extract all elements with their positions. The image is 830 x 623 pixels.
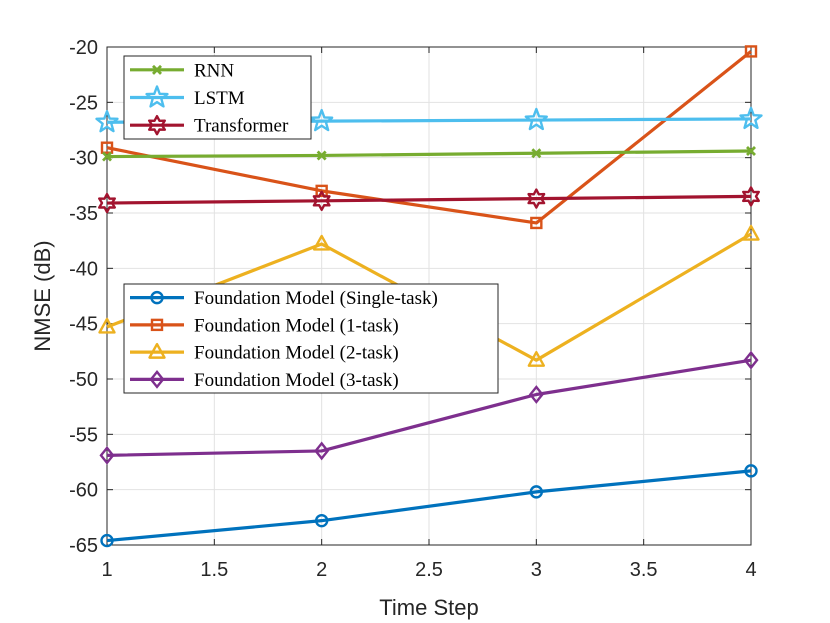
legend-marker xyxy=(150,318,164,332)
series-rnn xyxy=(102,146,756,162)
series-transformer xyxy=(98,186,760,214)
legend-marker xyxy=(145,85,169,108)
y-tick-label: -65 xyxy=(69,535,98,557)
data-point xyxy=(742,186,760,207)
legend-label: RNN xyxy=(194,60,234,81)
y-tick-label: -55 xyxy=(69,424,98,446)
legend-marker xyxy=(148,114,166,136)
legend-box xyxy=(123,283,499,394)
data-point xyxy=(102,151,112,162)
data-point xyxy=(744,45,758,58)
data-point xyxy=(316,150,327,161)
y-axis-label: NMSE (dB) xyxy=(30,240,55,351)
data-point xyxy=(529,485,544,499)
legend-label: Foundation Model (1-task) xyxy=(194,315,399,336)
legend-top-left: RNN LSTM Transformer xyxy=(123,55,312,140)
x-tick-label: 3.5 xyxy=(630,559,658,581)
data-point xyxy=(312,234,331,251)
x-axis-label: Time Step xyxy=(379,595,478,620)
y-tick-label: -50 xyxy=(69,369,98,391)
series-foundation-model-1-task xyxy=(100,45,758,230)
data-point xyxy=(314,441,330,461)
data-point xyxy=(310,108,334,132)
x-tick-label: 3 xyxy=(531,559,542,581)
legend-entry-foundation-model-single-task: Foundation Model (Single-task) xyxy=(130,288,438,309)
data-point xyxy=(744,464,758,478)
series-foundation-model-3-task xyxy=(99,350,759,465)
data-point xyxy=(739,106,763,130)
data-point xyxy=(527,188,546,209)
series-line xyxy=(106,149,752,159)
legend-entry-transformer: Transformer xyxy=(130,114,289,137)
y-tick-label: -35 xyxy=(69,203,98,225)
x-tick-label: 2 xyxy=(316,559,327,581)
data-point xyxy=(524,107,548,131)
x-tick-label: 2.5 xyxy=(415,559,443,581)
x-tick-label: 1 xyxy=(101,559,112,581)
data-point xyxy=(527,350,546,367)
data-series xyxy=(95,45,763,548)
data-point xyxy=(100,141,114,154)
y-tick-label: -40 xyxy=(69,258,98,280)
data-point xyxy=(743,350,759,370)
series-line xyxy=(106,469,752,543)
x-tick-label: 4 xyxy=(745,559,756,581)
legend-label: Transformer xyxy=(194,116,289,137)
series-line xyxy=(106,50,752,225)
y-tick-label: -60 xyxy=(69,480,98,502)
series-line xyxy=(106,194,752,205)
data-point xyxy=(742,224,760,241)
data-point xyxy=(100,533,114,548)
legend-label: Foundation Model (2-task) xyxy=(194,343,399,364)
legend-marker xyxy=(148,342,166,359)
legend-marker xyxy=(150,290,164,305)
data-point xyxy=(312,190,331,212)
data-point xyxy=(98,317,116,334)
data-point xyxy=(315,184,328,198)
y-tick-label: -20 xyxy=(69,37,98,59)
series-foundation-model-single-task xyxy=(100,464,758,548)
axis-ticks: 1 1.5 2 2.5 3 3.5 4 -65 -60 -55 -50 -45 -40 -35 -30 -25… xyxy=(69,37,756,581)
data-point xyxy=(528,385,544,404)
legend-label: Foundation Model (3-task) xyxy=(194,370,399,391)
y-tick-label: -25 xyxy=(69,92,98,114)
legend-marker xyxy=(149,369,165,389)
y-tick-label: -45 xyxy=(69,314,98,336)
data-point xyxy=(531,148,542,159)
y-tick-label: -30 xyxy=(69,148,98,170)
data-point xyxy=(99,445,115,465)
legend-entry-foundation-model-2-task: Foundation Model (2-task) xyxy=(130,343,399,364)
legend-entry-foundation-model-3-task: Foundation Model (3-task) xyxy=(130,370,399,391)
series-line xyxy=(106,358,752,457)
legend-entry-rnn: RNN xyxy=(130,60,234,81)
legend-label: Foundation Model (Single-task) xyxy=(194,288,438,309)
data-point xyxy=(98,192,116,214)
data-point xyxy=(530,216,543,230)
data-point xyxy=(314,513,329,528)
legends: RNN LSTM Transformer Foundation Model (Sing… xyxy=(123,55,499,394)
legend-marker xyxy=(152,64,162,75)
x-tick-label: 1.5 xyxy=(200,559,228,581)
legend-entry-foundation-model-1-task: Foundation Model (1-task) xyxy=(130,315,399,336)
legend-label: LSTM xyxy=(194,88,245,109)
data-point xyxy=(746,146,756,157)
data-point xyxy=(95,110,119,133)
legend-middle-left: Foundation Model (Single-task) Foundation… xyxy=(123,283,499,394)
legend-entry-lstm: LSTM xyxy=(130,85,245,109)
